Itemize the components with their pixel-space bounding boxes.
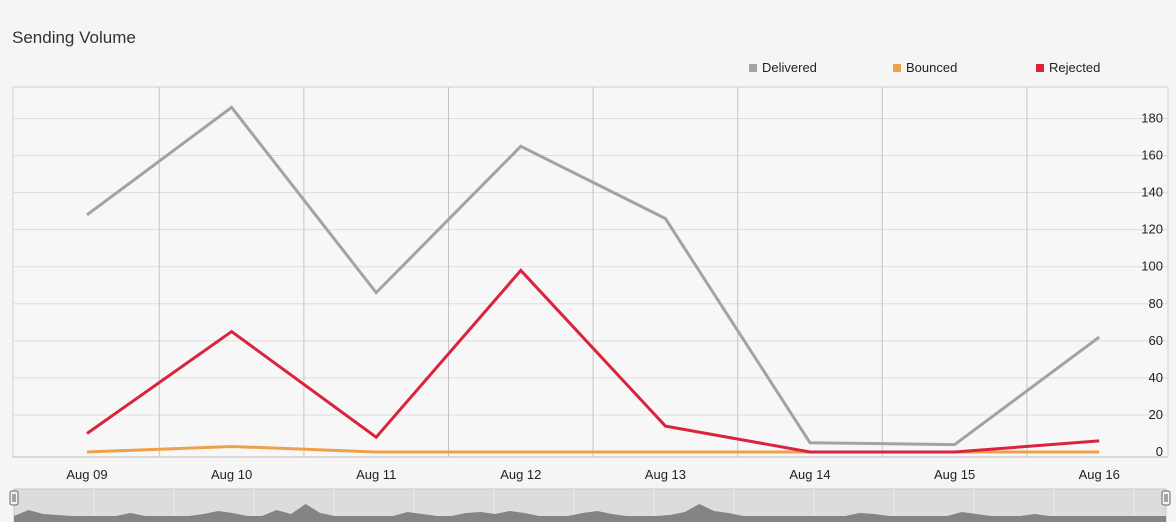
legend-label: Bounced (906, 60, 958, 75)
legend-swatch (893, 63, 901, 72)
y-tick-label: 160 (1141, 148, 1163, 163)
x-tick-label: Aug 10 (211, 467, 252, 482)
legend-swatch (749, 63, 757, 72)
y-tick-label: 60 (1149, 333, 1163, 348)
y-tick-label: 140 (1141, 185, 1163, 200)
plot-area (12, 86, 1169, 458)
x-tick-label: Aug 09 (66, 467, 107, 482)
y-tick-label: 80 (1149, 296, 1163, 311)
legend-label: Delivered (762, 60, 817, 75)
legend-item-delivered[interactable]: Delivered (749, 60, 817, 75)
x-tick-label: Aug 15 (934, 467, 975, 482)
y-tick-label: 100 (1141, 259, 1163, 274)
series-line-delivered (86, 105, 1101, 447)
navigator-area (14, 504, 1166, 522)
y-tick-label: 0 (1156, 444, 1163, 459)
navigator-handle-left[interactable] (9, 490, 19, 506)
x-tick-label: Aug 12 (500, 467, 541, 482)
range-navigator[interactable] (9, 488, 1171, 522)
x-tick-label: Aug 11 (356, 467, 396, 482)
y-tick-label: 40 (1149, 370, 1163, 385)
x-tick-label: Aug 13 (645, 467, 686, 482)
x-tick-label: Aug 14 (789, 467, 830, 482)
legend-item-rejected[interactable]: Rejected (1036, 60, 1100, 75)
x-tick-label: Aug 16 (1079, 467, 1120, 482)
navigator-handle-right[interactable] (1161, 490, 1171, 506)
y-tick-label: 120 (1141, 222, 1163, 237)
chart-title: Sending Volume (12, 28, 136, 47)
y-tick-label: 20 (1149, 407, 1163, 422)
legend-swatch (1036, 63, 1044, 72)
y-tick-label: 180 (1141, 111, 1163, 126)
legend-label: Rejected (1049, 60, 1101, 75)
series-line-rejected (86, 268, 1100, 454)
legend-item-bounced[interactable]: Bounced (893, 60, 957, 75)
